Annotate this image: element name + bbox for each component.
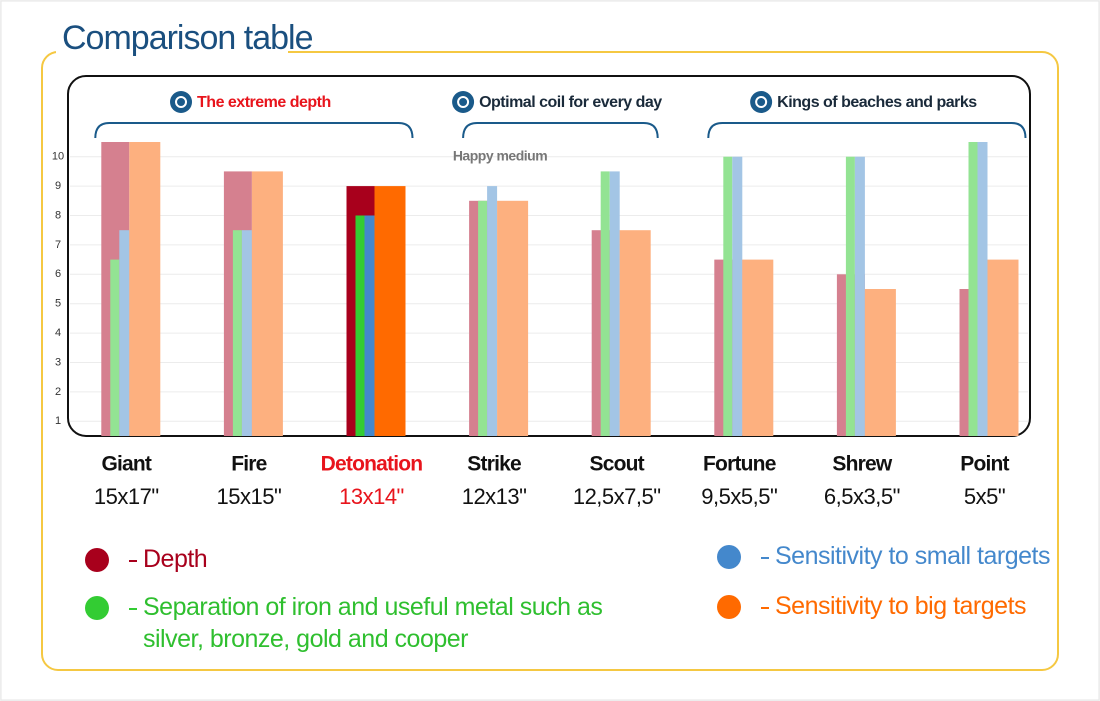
bar — [364, 215, 375, 436]
category-label: Point — [960, 453, 1009, 476]
size-label: 12x13" — [462, 484, 527, 509]
category-label: Strike — [467, 453, 521, 476]
legend-label: Sensitivity to big targets — [775, 592, 1027, 620]
title-bg — [56, 18, 288, 62]
bar — [854, 156, 865, 436]
y-tick-label: 1 — [55, 415, 61, 427]
y-tick-label: 6 — [55, 268, 61, 280]
bar — [487, 186, 498, 436]
group-icon-inner — [175, 96, 188, 108]
category-label: Detonation — [321, 453, 423, 476]
bar — [742, 259, 774, 436]
category-label: Fortune — [703, 453, 776, 476]
bar — [600, 171, 610, 436]
category-label: Fire — [231, 453, 266, 476]
legend-dot — [717, 595, 741, 619]
size-label: 5x5" — [964, 484, 1005, 509]
y-tick-label: 10 — [52, 151, 64, 163]
bar — [355, 215, 365, 436]
size-label: 6,5x3,5" — [824, 484, 900, 509]
y-tick-label: 2 — [55, 386, 61, 398]
group-label: The extreme depth — [197, 94, 331, 111]
group-icon — [170, 91, 193, 113]
size-label: 9,5x5,5" — [701, 484, 777, 509]
bar — [497, 200, 529, 436]
group-icon — [750, 91, 773, 113]
bar — [977, 142, 988, 436]
bar — [987, 259, 1019, 436]
bar — [251, 171, 283, 436]
legend-label: Depth — [143, 545, 208, 573]
group-icon — [452, 91, 475, 113]
legend-dot — [717, 545, 741, 569]
bar — [619, 230, 651, 436]
bar — [609, 171, 620, 436]
bar — [478, 200, 488, 436]
group-label: Optimal coil for every day — [479, 94, 662, 111]
y-tick-label: 9 — [55, 180, 61, 192]
page-title: Comparison table — [62, 19, 313, 57]
group-bracket — [94, 122, 414, 139]
legend-dot — [85, 548, 109, 572]
bar — [129, 142, 161, 436]
legend-label: Separation of iron and useful metal such… — [143, 593, 603, 653]
bar — [119, 230, 130, 436]
bar — [374, 186, 406, 436]
category-label: Scout — [590, 453, 645, 476]
annotation: Happy medium — [453, 148, 547, 164]
y-tick-label: 4 — [55, 327, 61, 339]
bar — [845, 156, 855, 436]
group-bracket — [462, 122, 659, 139]
legend-dot — [85, 596, 109, 620]
group-label: Kings of beaches and parks — [777, 94, 977, 111]
bar — [968, 142, 978, 436]
group-bracket — [707, 122, 1027, 139]
size-label: 15x17" — [94, 484, 159, 509]
group-icon-inner — [755, 96, 768, 108]
bar — [723, 156, 733, 436]
group-icon-inner — [457, 96, 470, 108]
bar — [232, 230, 242, 436]
y-tick-label: 5 — [55, 298, 61, 310]
category-label: Giant — [101, 453, 151, 476]
category-label: Shrew — [832, 453, 892, 476]
y-tick-label: 8 — [55, 209, 61, 221]
bar — [110, 259, 120, 436]
bar — [732, 156, 743, 436]
legend-label: Sensitivity to small targets — [775, 542, 1051, 570]
size-label: 12,5x7,5" — [573, 484, 661, 509]
bar — [241, 230, 252, 436]
size-label: 13x14" — [339, 484, 404, 509]
size-label: 15x15" — [217, 484, 282, 509]
chart-frame — [67, 75, 1031, 437]
bar — [864, 289, 896, 436]
y-tick-label: 3 — [55, 356, 61, 368]
y-tick-label: 7 — [55, 239, 61, 251]
